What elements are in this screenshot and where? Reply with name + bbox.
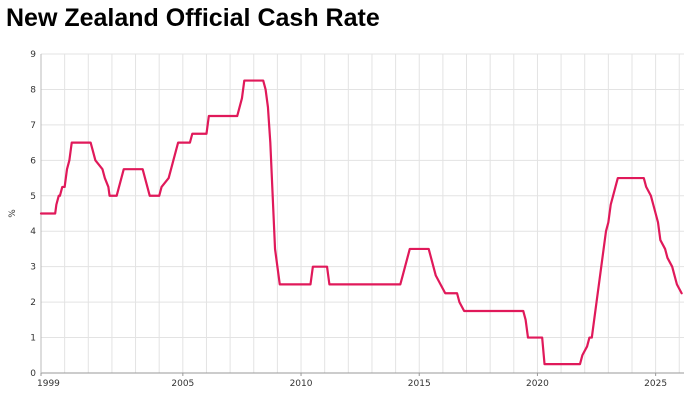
y-tick-label: 0 [30, 369, 36, 379]
series-line-ocr [39, 79, 683, 366]
y-axis-label: % [8, 209, 18, 218]
x-tick-label: 2020 [526, 379, 549, 389]
y-tick-label: 9 [30, 50, 36, 60]
x-tick-label: 2010 [290, 379, 313, 389]
x-tick-labels: 1999 2005 2010 2015 2020 2025 [37, 379, 667, 389]
series-group [39, 79, 683, 366]
y-tick-labels: 0 1 2 3 4 5 6 7 8 9 [30, 50, 36, 379]
y-tick-label: 3 [30, 263, 36, 273]
grid-lines [40, 53, 684, 373]
x-tick-label: 2015 [408, 379, 431, 389]
chart-title: New Zealand Official Cash Rate [6, 4, 380, 32]
y-tick-label: 4 [30, 227, 36, 237]
y-tick-label: 2 [30, 298, 36, 308]
axes [40, 54, 684, 376]
y-tick-label: 7 [30, 121, 36, 131]
y-tick-label: 5 [30, 192, 36, 202]
y-tick-label: 6 [30, 156, 36, 166]
x-tick-label: 1999 [37, 379, 60, 389]
x-tick-label: 2025 [644, 379, 667, 389]
y-tick-label: 8 [30, 85, 36, 95]
y-tick-label: 1 [30, 334, 36, 344]
x-tick-label: 2005 [171, 379, 194, 389]
